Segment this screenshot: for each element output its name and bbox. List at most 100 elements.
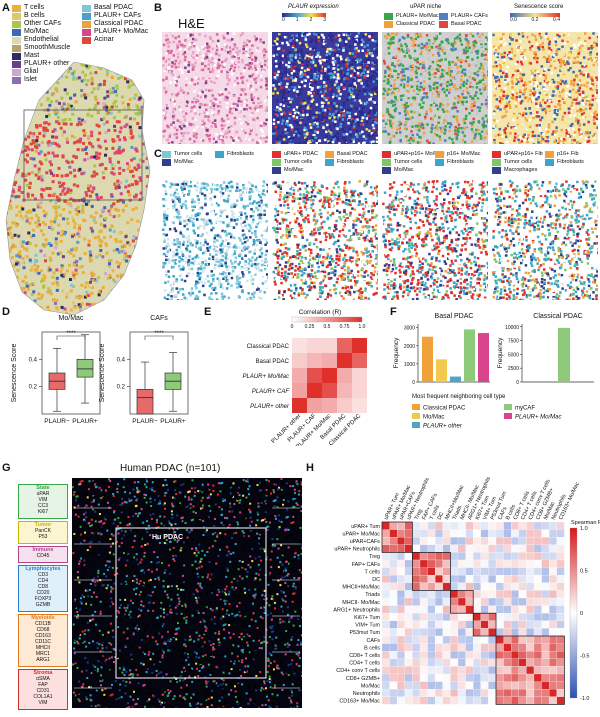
correlation-cell [504, 545, 512, 553]
bar [478, 333, 489, 382]
correlation-cell [496, 575, 504, 583]
legend-swatch [12, 13, 21, 20]
correlation-cell [473, 613, 481, 621]
correlation-cell [450, 682, 458, 690]
sen-tick: 0.2 [532, 17, 539, 24]
correlation-cell [511, 621, 519, 629]
correlation-cell [488, 674, 496, 682]
correlation-cell [390, 666, 398, 674]
correlation-cell [428, 552, 436, 560]
correlation-cell [443, 598, 451, 606]
bar [464, 329, 475, 382]
legend-label: Mast [24, 52, 39, 60]
correlation-cell [405, 583, 413, 591]
spearman-colorbar-tick: 0.5 [580, 569, 588, 575]
correlation-cell [382, 674, 390, 682]
heatmap-colorbar-tick: 0.25 [305, 324, 315, 330]
legend-entry: Mast [12, 52, 70, 60]
correlation-cell [420, 674, 428, 682]
correlation-cell [390, 583, 398, 591]
correlation-cell [473, 644, 481, 652]
correlation-cell [450, 545, 458, 553]
correlation-cell [435, 583, 443, 591]
correlation-cell [458, 628, 466, 636]
correlation-cell [443, 659, 451, 667]
correlation-cell [390, 606, 398, 614]
legend-swatch [384, 21, 393, 28]
correlation-cell [466, 522, 474, 530]
correlation-cell [450, 598, 458, 606]
correlation-cell [405, 682, 413, 690]
correlation-cell [519, 644, 527, 652]
legend-entry: Endothelial [12, 36, 70, 44]
correlation-cell [420, 636, 428, 644]
correlation-cell [390, 689, 398, 697]
correlation-cell [412, 537, 420, 545]
correlation-cell [496, 628, 504, 636]
legend-swatch [12, 29, 21, 36]
correlation-cell [420, 545, 428, 553]
legend-entry: Acinar [82, 36, 148, 44]
correlation-cell [466, 598, 474, 606]
correlation-cell [390, 560, 398, 568]
matrix-row-label: CD4+ T cells [349, 661, 380, 667]
correlation-cell [405, 659, 413, 667]
legend-label: Fibroblasts [447, 158, 474, 166]
legend-label: Tumor cells [394, 158, 422, 166]
correlation-cell [382, 590, 390, 598]
correlation-cell [466, 621, 474, 629]
correlation-cell [458, 697, 466, 705]
correlation-cell [473, 689, 481, 697]
correlation-cell [534, 666, 542, 674]
correlation-cell [488, 659, 496, 667]
correlation-cell [504, 583, 512, 591]
correlation-cell [443, 552, 451, 560]
matrix-row-label: CD163+ Mo/Mac [339, 699, 380, 705]
correlation-cell [458, 583, 466, 591]
correlation-cell [526, 530, 534, 538]
correlation-cell [435, 613, 443, 621]
correlation-cell [481, 590, 489, 598]
heatmap-cell [337, 338, 352, 353]
correlation-cell [428, 628, 436, 636]
bar [558, 328, 570, 382]
correlation-cell [534, 651, 542, 659]
correlation-cell [519, 621, 527, 629]
correlation-cell [428, 636, 436, 644]
correlation-cell [382, 651, 390, 659]
correlation-cell [481, 598, 489, 606]
correlation-cell [557, 598, 565, 606]
correlation-cell [412, 545, 420, 553]
heatmap-colorbar-tick: 1.0 [359, 324, 366, 330]
correlation-cell [458, 674, 466, 682]
correlation-cell [519, 697, 527, 705]
legend-swatch [215, 151, 224, 158]
legend-swatch [382, 151, 391, 158]
correlation-cell [542, 568, 550, 576]
matrix-row-label: uPAR+ Mo/Mac [343, 531, 381, 537]
correlation-cell [420, 651, 428, 659]
correlation-cell [496, 613, 504, 621]
panel-letter-c: C [154, 148, 162, 160]
x-tick-label: PLAUR+ [72, 418, 98, 425]
correlation-cell [504, 560, 512, 568]
correlation-cell [504, 568, 512, 576]
correlation-cell [397, 590, 405, 598]
correlation-cell [405, 545, 413, 553]
correlation-cell [412, 682, 420, 690]
correlation-cell [534, 537, 542, 545]
legend-swatch [325, 151, 334, 158]
correlation-cell [412, 666, 420, 674]
correlation-cell [557, 636, 565, 644]
correlation-cell [511, 598, 519, 606]
correlation-cell [405, 621, 413, 629]
correlation-cell [519, 628, 527, 636]
correlation-cell [526, 659, 534, 667]
y-tick-label: 7500 [508, 339, 519, 345]
correlation-cell [557, 674, 565, 682]
correlation-cell [534, 575, 542, 583]
plaur-tick: 3 [323, 17, 326, 24]
correlation-cell [390, 636, 398, 644]
correlation-cell [481, 530, 489, 538]
correlation-cell [488, 666, 496, 674]
